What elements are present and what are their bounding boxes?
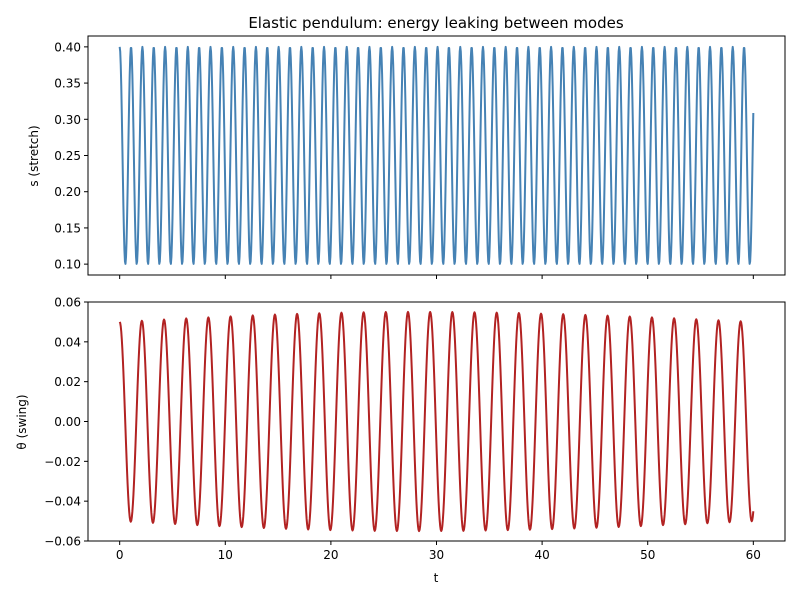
swing-y-tick-label: −0.06 (44, 535, 81, 549)
stretch-y-tick-label: 0.20 (54, 185, 81, 199)
swing-x-tick-label: 0 (116, 548, 124, 562)
stretch-y-tick-label: 0.35 (54, 77, 81, 91)
swing-axis-ticks: −0.06 −0.04 −0.02 0.00 0.02 0.04 0.06 0 10 20 30 40… (44, 296, 761, 563)
swing-y-axis-label: θ (swing) (15, 394, 29, 449)
swing-y-tick-label: −0.02 (44, 455, 81, 469)
swing-x-tick-label: 30 (429, 548, 444, 562)
swing-x-tick-label: 50 (640, 548, 655, 562)
swing-y-tick-label: 0.06 (54, 296, 81, 310)
swing-x-tick-label: 60 (746, 548, 761, 562)
stretch-axis-ticks: 0.10 0.15 0.20 0.25 0.30 0.35 0.40 (54, 40, 754, 279)
x-axis-label: t (434, 571, 439, 585)
stretch-panel: 0.10 0.15 0.20 0.25 0.30 0.35 0.40 s (stretch) (27, 35, 786, 279)
swing-x-tick-label: 10 (218, 548, 233, 562)
stretch-y-tick-label: 0.30 (54, 113, 81, 127)
swing-x-tick-label: 20 (323, 548, 338, 562)
stretch-y-tick-label: 0.10 (54, 258, 81, 272)
swing-plot-frame (87, 301, 786, 542)
swing-series-line (118, 310, 755, 533)
swing-y-tick-label: −0.04 (44, 495, 81, 509)
chart-title: Elastic pendulum: energy leaking between… (248, 14, 624, 32)
stretch-y-axis-label: s (stretch) (27, 125, 41, 186)
stretch-series-line (118, 45, 755, 265)
swing-y-tick-label: 0.04 (54, 335, 81, 349)
swing-panel: −0.06 −0.04 −0.02 0.00 0.02 0.04 0.06 0 10 20 30 40… (15, 296, 786, 585)
swing-x-tick-label: 40 (534, 548, 549, 562)
stretch-plot-frame (87, 35, 786, 276)
swing-y-tick-label: 0.02 (54, 375, 81, 389)
stretch-y-tick-label: 0.25 (54, 149, 81, 163)
stretch-y-tick-label: 0.15 (54, 221, 81, 235)
stretch-y-tick-label: 0.40 (54, 40, 81, 54)
swing-y-tick-label: 0.00 (54, 415, 81, 429)
